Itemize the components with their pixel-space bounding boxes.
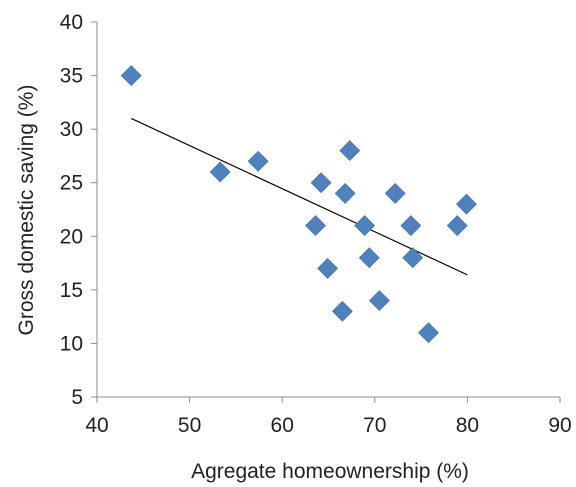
x-tick-label: 50 (178, 414, 201, 437)
x-axis-title: Agregate homeownership (%) (191, 460, 469, 483)
x-tick-label: 40 (85, 414, 108, 437)
data-point (334, 183, 356, 204)
y-tick-label: 40 (60, 11, 83, 34)
y-tick-label: 10 (60, 332, 83, 355)
data-point (331, 300, 353, 322)
data-point (317, 258, 338, 279)
y-tick-label: 25 (60, 172, 83, 195)
data-point (305, 215, 326, 236)
y-tick-label: 35 (60, 65, 83, 88)
data-point (446, 215, 468, 236)
x-tick-label: 60 (271, 414, 294, 437)
data-point (384, 183, 406, 204)
plot-marks: 5 10 15 20 25 30 35 40 40 50 60 70 80 90 (60, 11, 572, 437)
y-tick-label: 20 (60, 225, 83, 248)
y-tick-label: 5 (71, 386, 83, 409)
x-tick-label: 70 (363, 414, 386, 437)
data-point (358, 247, 380, 269)
x-tick-label: 90 (548, 414, 571, 437)
data-point (418, 322, 439, 344)
data-point (369, 290, 390, 311)
data-point (247, 150, 269, 172)
y-tick-label: 30 (60, 118, 83, 141)
data-point (120, 65, 142, 86)
data-point (456, 193, 477, 215)
data-point (310, 172, 332, 194)
data-point (400, 215, 422, 236)
x-tick-label: 80 (456, 414, 479, 437)
y-axis-title: Gross domestic saving (%) (15, 85, 38, 336)
data-point (209, 161, 231, 183)
data-point (354, 215, 376, 236)
trend-line (131, 117, 468, 276)
data-point (339, 140, 361, 161)
data-point (402, 247, 424, 269)
y-tick-label: 15 (60, 279, 83, 302)
